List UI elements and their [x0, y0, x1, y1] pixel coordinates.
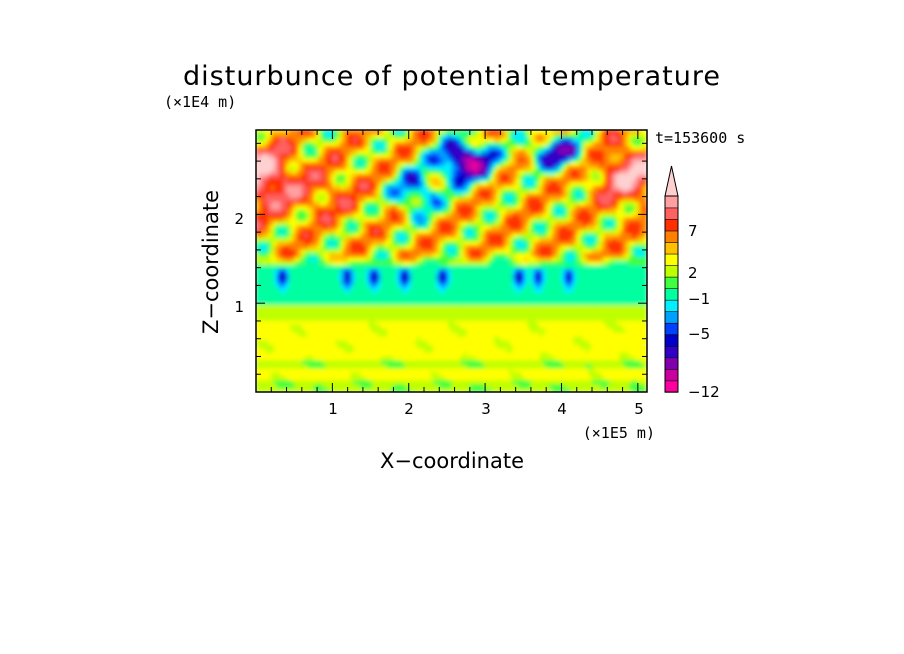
- heatmap-field: [256, 130, 648, 393]
- heatmap-cells: [256, 130, 648, 393]
- time-label: t=153600 s: [655, 129, 745, 147]
- y-axis-unit: (×1E4 m): [164, 93, 236, 111]
- chart-title: disturbunce of potential temperature: [183, 61, 721, 92]
